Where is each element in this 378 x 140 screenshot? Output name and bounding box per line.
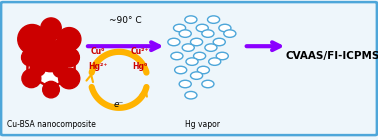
Ellipse shape (179, 30, 191, 37)
Ellipse shape (53, 39, 67, 53)
Ellipse shape (216, 52, 228, 60)
Text: Cu⁰: Cu⁰ (91, 47, 105, 56)
Ellipse shape (175, 66, 187, 74)
Ellipse shape (202, 30, 214, 37)
Ellipse shape (186, 58, 198, 65)
Ellipse shape (205, 44, 217, 51)
Ellipse shape (57, 28, 81, 51)
FancyBboxPatch shape (1, 2, 377, 135)
Text: Cu²⁺: Cu²⁺ (131, 47, 149, 56)
Ellipse shape (34, 40, 66, 72)
Ellipse shape (43, 81, 59, 98)
Text: Hg vapor: Hg vapor (185, 120, 220, 129)
Ellipse shape (30, 61, 45, 76)
Ellipse shape (208, 16, 220, 23)
Ellipse shape (182, 44, 194, 51)
Ellipse shape (202, 80, 214, 88)
Ellipse shape (197, 66, 209, 74)
Ellipse shape (174, 24, 186, 32)
Ellipse shape (185, 16, 197, 23)
Ellipse shape (224, 30, 236, 37)
Ellipse shape (171, 52, 183, 60)
Ellipse shape (30, 39, 45, 54)
Text: e⁻: e⁻ (114, 100, 124, 109)
Ellipse shape (22, 69, 41, 88)
Text: Hg⁰: Hg⁰ (132, 62, 147, 71)
Text: CVAAS/FI-ICPMS: CVAAS/FI-ICPMS (285, 51, 378, 61)
Text: ~90° C: ~90° C (109, 16, 142, 25)
Text: Cu-BSA nanocomposite: Cu-BSA nanocomposite (6, 120, 96, 129)
Ellipse shape (196, 24, 208, 32)
Ellipse shape (179, 80, 191, 88)
Ellipse shape (209, 58, 221, 65)
Ellipse shape (41, 18, 61, 38)
Text: Hg²⁺: Hg²⁺ (88, 62, 108, 71)
Ellipse shape (191, 38, 203, 46)
Ellipse shape (60, 48, 79, 67)
Ellipse shape (194, 52, 206, 60)
Ellipse shape (43, 28, 57, 42)
Ellipse shape (213, 38, 225, 46)
Ellipse shape (185, 91, 197, 99)
Ellipse shape (59, 68, 80, 89)
Ellipse shape (219, 24, 231, 32)
Ellipse shape (22, 49, 39, 66)
Ellipse shape (53, 63, 68, 77)
Polygon shape (28, 35, 74, 88)
Ellipse shape (191, 72, 203, 79)
Ellipse shape (168, 38, 180, 46)
Ellipse shape (18, 24, 46, 54)
